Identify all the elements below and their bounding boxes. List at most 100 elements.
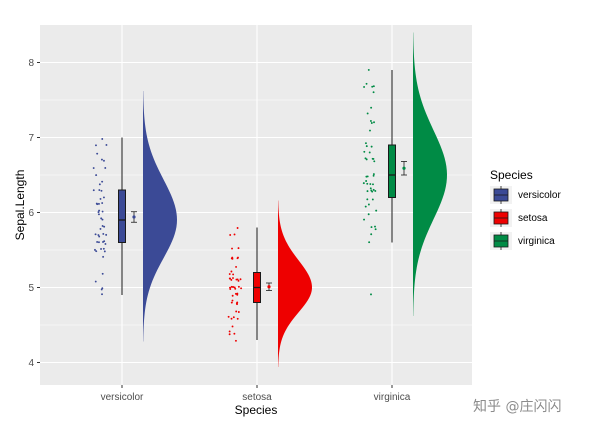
data-point [98, 209, 101, 212]
x-axis-title: Species [235, 403, 278, 417]
y-tick-label: 8 [28, 58, 34, 69]
legend-item-setosa: setosa [490, 209, 548, 227]
density-virginica [413, 32, 447, 316]
data-point [370, 122, 373, 124]
density-versicolor [143, 91, 177, 342]
data-point [372, 188, 375, 191]
legend-label: versicolor [518, 190, 561, 201]
data-point [374, 225, 376, 228]
data-point [369, 120, 372, 122]
data-point [228, 273, 231, 275]
y-tick-label: 4 [28, 358, 34, 369]
data-point [103, 240, 106, 243]
data-point [92, 189, 95, 192]
data-point [228, 330, 231, 333]
data-point [101, 180, 104, 183]
data-point [98, 235, 101, 238]
data-point [372, 91, 375, 94]
data-point [101, 287, 104, 290]
data-point [232, 286, 235, 288]
data-point [366, 175, 369, 178]
data-point [375, 209, 378, 212]
density-setosa [278, 200, 312, 367]
data-point [367, 68, 370, 71]
data-point [92, 167, 95, 170]
x-axis: versicolor setosa virginica [101, 385, 411, 403]
y-tick-label: 7 [28, 133, 34, 144]
data-point [373, 160, 376, 163]
data-point [103, 250, 106, 253]
data-point [366, 182, 369, 185]
data-point [100, 247, 102, 250]
data-point [373, 121, 375, 124]
data-point [104, 243, 107, 245]
data-point [102, 247, 105, 250]
data-point [96, 152, 99, 155]
data-point [366, 112, 369, 115]
data-point [374, 228, 377, 231]
legend-label: setosa [518, 213, 548, 224]
data-point [233, 233, 236, 236]
box-virginica [388, 144, 396, 198]
data-point [231, 299, 234, 302]
data-point [101, 210, 104, 213]
data-point [100, 189, 103, 192]
data-point [97, 211, 100, 214]
data-point [374, 190, 377, 192]
series-versicolor [92, 91, 177, 342]
data-point [236, 257, 239, 260]
data-point [366, 198, 369, 201]
data-point [101, 138, 104, 140]
x-tick-label: setosa [242, 392, 272, 403]
data-point [236, 301, 239, 304]
data-point [98, 189, 101, 191]
data-point [364, 205, 367, 208]
data-point [237, 285, 240, 288]
data-point [233, 286, 236, 289]
data-point [369, 187, 372, 190]
data-point [101, 272, 104, 275]
data-point [365, 82, 368, 85]
data-point [234, 339, 237, 342]
data-point [102, 196, 105, 199]
data-point [94, 233, 97, 236]
data-point [236, 278, 239, 281]
data-point [231, 294, 234, 297]
x-tick-label: versicolor [101, 392, 144, 403]
data-point [235, 310, 238, 313]
data-point [370, 145, 373, 148]
data-point [104, 166, 107, 169]
data-point [230, 285, 233, 288]
legend-label: virginica [518, 236, 555, 247]
data-point [233, 332, 236, 335]
data-point [370, 233, 373, 236]
data-point [105, 144, 108, 146]
data-point [101, 218, 104, 221]
data-point [237, 247, 240, 250]
data-point [236, 227, 239, 229]
data-point [372, 157, 375, 160]
data-point [102, 232, 105, 235]
data-point [366, 190, 369, 193]
data-point [363, 86, 366, 88]
mean-setosa [267, 285, 271, 289]
data-point [230, 270, 233, 273]
data-point [363, 150, 366, 153]
data-point [372, 173, 375, 176]
data-point [236, 293, 239, 296]
data-point [96, 203, 99, 206]
mean-virginica [402, 166, 406, 170]
series-layer [92, 32, 447, 367]
data-point [369, 129, 371, 132]
series-setosa [227, 200, 312, 367]
mean-versicolor [132, 215, 136, 219]
data-point [239, 278, 242, 281]
data-point [362, 182, 365, 185]
data-point [368, 241, 371, 244]
data-point [237, 311, 240, 313]
data-point [365, 145, 368, 148]
x-tick-label: virginica [374, 392, 411, 403]
data-point [101, 202, 104, 204]
data-point [371, 198, 374, 201]
